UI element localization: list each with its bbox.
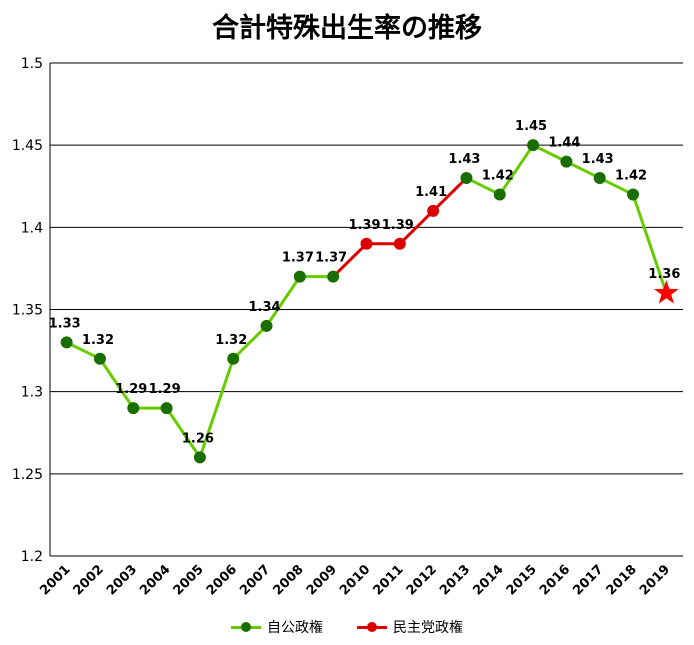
y-tick-label: 1.45: [12, 138, 43, 154]
x-tick-label: 2016: [537, 562, 573, 598]
x-tick-label: 2004: [137, 562, 173, 598]
data-label: 1.39: [348, 218, 380, 233]
data-label: 1.41: [415, 185, 447, 200]
x-tick-label: 2017: [570, 562, 606, 598]
legend-label-democratic-party: 民主党政権: [393, 620, 463, 636]
data-point: [193, 451, 206, 464]
x-tick-label: 2005: [171, 562, 207, 598]
data-label: 1.43: [448, 152, 480, 167]
data-label: 1.42: [482, 168, 514, 183]
y-tick-label: 1.2: [21, 549, 43, 565]
x-tick-label: 2014: [470, 562, 506, 598]
x-tick-label: 2013: [437, 562, 473, 598]
legend: 自公政権 民主党政権: [0, 617, 694, 637]
data-label: 1.34: [249, 300, 281, 315]
y-tick-label: 1.3: [21, 385, 43, 401]
data-label: 1.36: [648, 267, 680, 282]
legend-label-ruling-coalition: 自公政権: [267, 620, 323, 636]
x-tick-label: 2015: [504, 562, 540, 598]
data-point: [160, 402, 173, 415]
data-point: [527, 139, 540, 152]
data-label: 1.29: [115, 382, 147, 397]
data-point: [227, 352, 240, 365]
data-point: [360, 237, 373, 250]
legend-item-ruling-coalition: 自公政権: [231, 617, 323, 637]
data-point: [393, 237, 406, 250]
data-label: 1.39: [382, 218, 414, 233]
x-tick-label: 2009: [304, 562, 340, 598]
data-label: 1.45: [515, 119, 547, 134]
data-point: [427, 204, 440, 217]
data-point: [593, 172, 606, 185]
y-tick-label: 1.4: [21, 220, 43, 236]
data-label: 1.33: [49, 316, 81, 331]
x-tick-label: 2001: [37, 562, 73, 598]
data-label: 1.42: [615, 168, 647, 183]
data-label: 1.44: [548, 136, 580, 151]
data-point: [460, 172, 473, 185]
y-tick-label: 1.35: [12, 303, 43, 319]
x-tick-label: 2007: [237, 562, 273, 598]
data-point: [560, 155, 573, 168]
data-point: [293, 270, 306, 283]
star-icon: [653, 280, 679, 304]
x-tick-label: 2006: [204, 562, 240, 598]
data-label: 1.37: [315, 251, 347, 266]
y-tick-label: 1.5: [21, 56, 43, 72]
x-tick-label: 2003: [104, 562, 140, 598]
series-line: [65, 275, 334, 459]
legend-swatch-red: [357, 621, 387, 633]
x-tick-label: 2008: [271, 562, 307, 598]
x-tick-label: 2010: [337, 562, 373, 598]
data-point: [260, 319, 273, 332]
x-tick-label: 2019: [637, 562, 673, 598]
data-point: [493, 188, 506, 201]
data-label: 1.29: [149, 382, 181, 397]
data-label: 1.32: [82, 333, 114, 348]
data-point: [93, 352, 106, 365]
y-tick-label: 1.25: [12, 467, 43, 483]
legend-swatch-green: [231, 621, 261, 633]
data-label: 1.37: [282, 251, 314, 266]
data-point: [60, 336, 73, 349]
data-point: [327, 270, 340, 283]
data-point: [627, 188, 640, 201]
data-point: [127, 402, 140, 415]
data-label: 1.43: [582, 152, 614, 167]
x-tick-label: 2011: [370, 562, 406, 598]
chart-title: 合計特殊出生率の推移: [212, 13, 482, 44]
x-tick-label: 2002: [71, 562, 107, 598]
legend-item-democratic-party: 民主党政権: [357, 617, 463, 637]
x-tick-label: 2012: [404, 562, 440, 598]
data-label: 1.32: [215, 333, 247, 348]
data-label: 1.26: [182, 431, 214, 446]
x-tick-label: 2018: [604, 562, 640, 598]
